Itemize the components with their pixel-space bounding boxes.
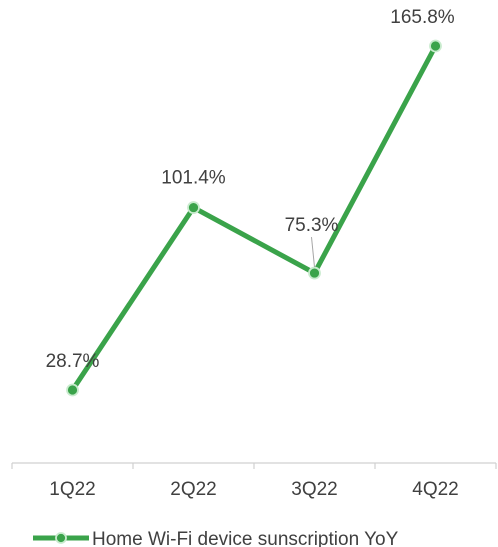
series-markers (66, 39, 442, 397)
legend-label: Home Wi-Fi device sunscription YoY (92, 529, 399, 547)
legend: Home Wi-Fi device sunscription YoY (33, 529, 399, 547)
series-line (70, 43, 438, 393)
legend-marker-swatch (55, 532, 67, 544)
data-label: 101.4% (161, 168, 226, 189)
data-label: 75.3% (285, 215, 339, 236)
series-line-layer (70, 43, 438, 393)
data-point (66, 383, 79, 397)
data-point (308, 266, 321, 280)
data-label-leader-line (311, 237, 315, 268)
data-labels: 28.7% 101.4% 75.3% 165.8% (46, 7, 455, 372)
x-tick-label: 4Q22 (412, 479, 458, 500)
data-point (187, 201, 200, 214)
x-tick-label: 2Q22 (170, 479, 216, 500)
x-tick-label: 1Q22 (49, 479, 95, 500)
data-label: 165.8% (390, 7, 455, 28)
data-label: 28.7% (46, 351, 100, 372)
x-axis: 1Q22 2Q22 3Q22 4Q22 (11, 462, 497, 500)
data-point (429, 39, 442, 53)
x-tick-label: 3Q22 (291, 479, 337, 500)
